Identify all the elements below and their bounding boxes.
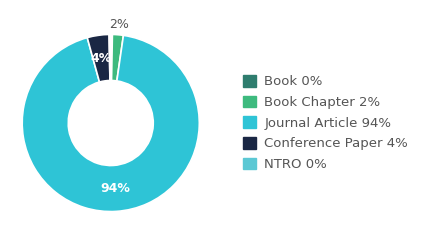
Wedge shape xyxy=(22,35,199,212)
Text: 94%: 94% xyxy=(100,182,130,195)
Wedge shape xyxy=(109,34,111,80)
Legend: Book 0%, Book Chapter 2%, Journal Article 94%, Conference Paper 4%, NTRO 0%: Book 0%, Book Chapter 2%, Journal Articl… xyxy=(239,71,412,175)
Text: 4%: 4% xyxy=(91,52,112,65)
Text: 2%: 2% xyxy=(109,18,129,31)
Wedge shape xyxy=(112,34,124,81)
Wedge shape xyxy=(111,34,113,80)
Wedge shape xyxy=(87,34,110,82)
